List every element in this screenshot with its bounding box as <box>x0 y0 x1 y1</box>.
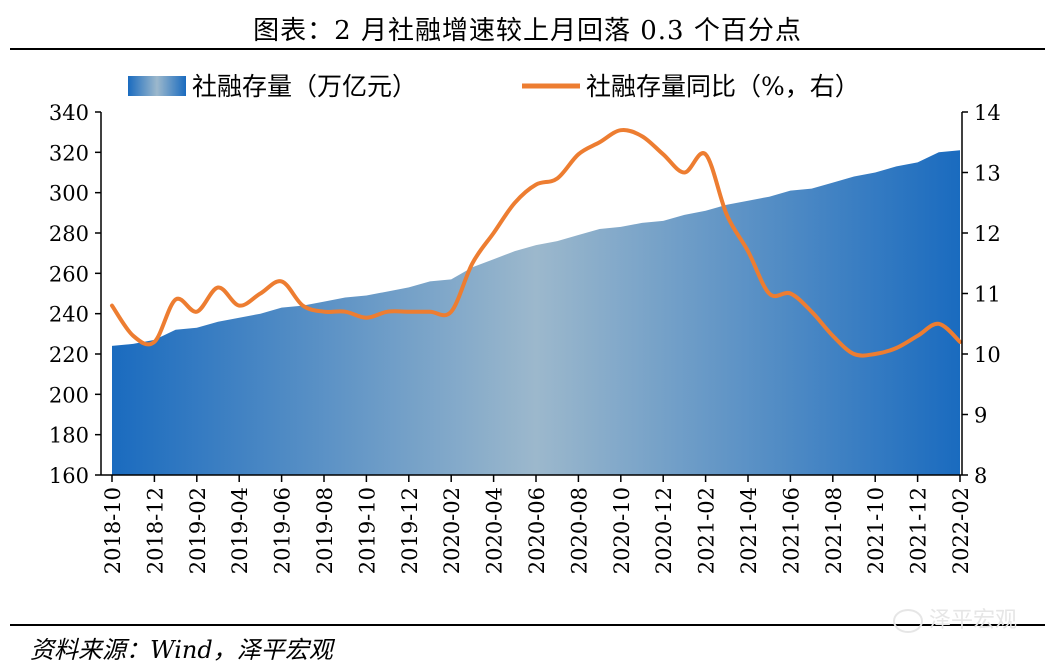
x-tick-label: 2020-02 <box>440 487 464 574</box>
y-left-tick-label: 280 <box>49 222 89 246</box>
chart: 160 180 200 220 240 260 280 300 320 340 8 9 10 11 12 13… <box>0 0 1055 625</box>
y-left-tick-label: 220 <box>49 343 89 367</box>
y-left-tick-label: 240 <box>49 303 89 327</box>
y-right-tick-label: 13 <box>974 162 1001 186</box>
y-right-tick-label: 10 <box>974 343 1001 367</box>
x-tick-label: 2021-02 <box>695 487 719 574</box>
y-right-tick-label: 12 <box>974 222 1001 246</box>
legend-swatch-stock <box>128 76 186 96</box>
y-right-tick-label: 14 <box>974 101 1001 125</box>
y-left-tick-label: 200 <box>49 383 89 407</box>
x-tick-label: 2018-10 <box>101 487 125 574</box>
y-left-tick-label: 180 <box>49 424 89 448</box>
x-tick-label: 2019-06 <box>271 487 295 574</box>
legend-label-stock: 社融存量（万亿元） <box>192 72 417 101</box>
y-left-tick-label: 160 <box>49 464 89 488</box>
watermark: 泽平宏观 <box>893 602 1017 634</box>
watermark-text: 泽平宏观 <box>929 608 1017 633</box>
x-tick-label: 2020-10 <box>610 487 634 574</box>
legend-label-yoy: 社融存量同比（%，右） <box>586 72 860 101</box>
x-tick-label: 2019-04 <box>228 487 252 574</box>
x-tick-label: 2020-06 <box>525 487 549 574</box>
x-tick-label: 2018-12 <box>143 487 167 574</box>
y-left-tick-label: 260 <box>49 262 89 286</box>
y-left-tick-label: 320 <box>49 141 89 165</box>
y-right-tick-label: 11 <box>974 283 1001 307</box>
y-right-tick-label: 9 <box>974 404 987 428</box>
x-tick-label: 2020-04 <box>483 487 507 574</box>
x-tick-label: 2021-06 <box>779 487 803 574</box>
x-tick-label: 2021-08 <box>822 487 846 574</box>
source-note: 资料来源：Wind，泽平宏观 <box>30 630 333 665</box>
y-left-tick-label: 340 <box>49 101 89 125</box>
area-series-stock <box>112 150 960 475</box>
y-left-tick-label: 300 <box>49 182 89 206</box>
x-tick-label: 2020-12 <box>652 487 676 574</box>
x-tick-label: 2021-12 <box>907 487 931 574</box>
x-tick-label: 2019-02 <box>186 487 210 574</box>
x-tick-label: 2021-04 <box>737 487 761 574</box>
wechat-icon <box>893 609 923 633</box>
x-tick-label: 2019-10 <box>355 487 379 574</box>
y-right-tick-label: 8 <box>974 464 987 488</box>
x-tick-label: 2020-08 <box>567 487 591 574</box>
x-tick-label: 2019-12 <box>398 487 422 574</box>
footer-divider <box>10 624 1045 626</box>
x-tick-label: 2021-10 <box>864 487 888 574</box>
x-tick-label: 2022-02 <box>949 487 973 574</box>
x-tick-label: 2019-08 <box>313 487 337 574</box>
